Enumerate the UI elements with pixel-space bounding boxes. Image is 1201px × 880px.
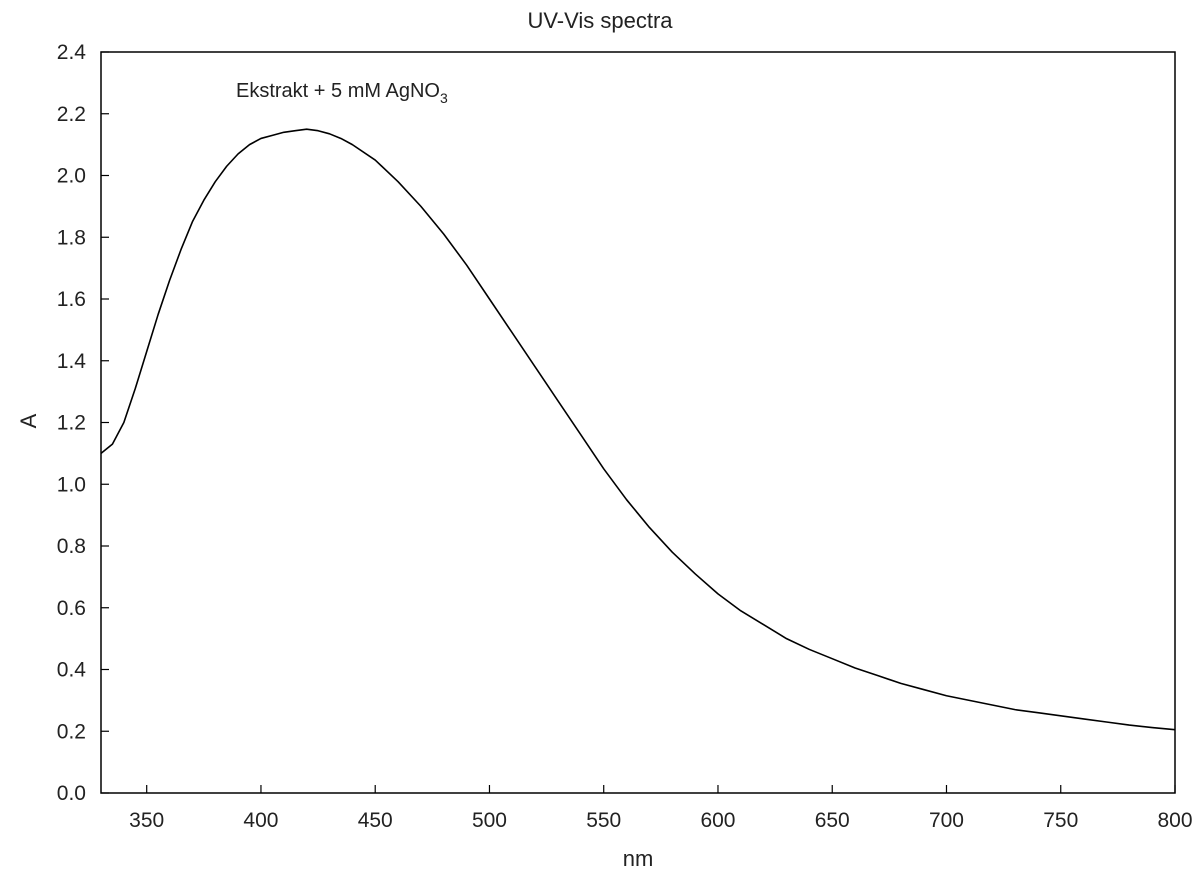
- plot-frame: [100, 51, 1176, 794]
- x-tick-label: 500: [472, 809, 507, 832]
- y-tick-label: 1.6: [57, 288, 86, 311]
- y-tick-label: 1.8: [57, 226, 86, 249]
- x-axis-ticks: 350 400 450 500 550 600 650 700 750 800: [129, 785, 1193, 832]
- y-tick-label: 2.2: [57, 103, 86, 126]
- y-tick-label: 2.4: [57, 41, 87, 64]
- y-tick-label: 1.4: [57, 350, 87, 373]
- y-tick-label: 1.2: [57, 412, 86, 435]
- y-tick-label: 0.4: [57, 659, 87, 682]
- y-tick-label: 0.8: [57, 535, 86, 558]
- x-tick-label: 700: [929, 809, 964, 832]
- y-axis-title: A: [16, 413, 41, 428]
- x-tick-label: 600: [700, 809, 735, 832]
- chart-title: UV-Vis spectra: [527, 8, 673, 33]
- y-tick-label: 0.0: [57, 782, 86, 805]
- annotation-subscript: 3: [440, 90, 448, 106]
- annotation-text: Ekstrakt + 5 mM AgNO: [236, 80, 440, 102]
- y-tick-label: 0.6: [57, 597, 86, 620]
- y-axis-ticks: 0.0 0.2 0.4 0.6 0.8 1.0 1.2 1.4 1.6 1.8 2.0 2.2 2.4: [57, 41, 109, 805]
- x-tick-label: 650: [815, 809, 850, 832]
- series-line: [100, 128, 1176, 731]
- x-tick-label: 550: [586, 809, 621, 832]
- x-tick-label: 350: [129, 809, 164, 832]
- x-tick-label: 800: [1157, 809, 1192, 832]
- annotation-label: Ekstrakt + 5 mM AgNO3: [236, 80, 448, 106]
- x-axis-title: nm: [623, 846, 654, 871]
- y-tick-label: 0.2: [57, 720, 86, 743]
- x-tick-label: 450: [358, 809, 393, 832]
- x-tick-label: 750: [1043, 809, 1078, 832]
- x-tick-label: 400: [243, 809, 278, 832]
- y-tick-label: 2.0: [57, 165, 86, 188]
- y-tick-label: 1.0: [57, 473, 86, 496]
